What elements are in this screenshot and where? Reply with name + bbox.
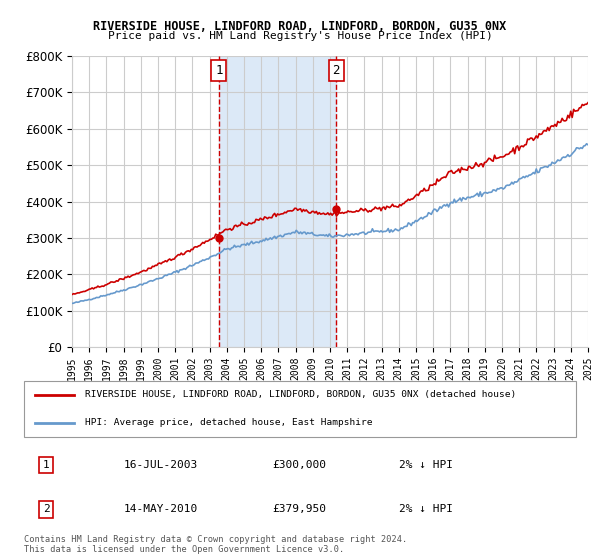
Text: Price paid vs. HM Land Registry's House Price Index (HPI): Price paid vs. HM Land Registry's House … [107, 31, 493, 41]
Bar [219, 56, 337, 347]
Text: RIVERSIDE HOUSE, LINDFORD ROAD, LINDFORD, BORDON, GU35 0NX: RIVERSIDE HOUSE, LINDFORD ROAD, LINDFORD… [94, 20, 506, 32]
Text: 2% ↓ HPI: 2% ↓ HPI [400, 505, 454, 515]
Text: 2% ↓ HPI: 2% ↓ HPI [400, 460, 454, 470]
Text: £300,000: £300,000 [272, 460, 326, 470]
Text: 16-JUL-2003: 16-JUL-2003 [124, 460, 197, 470]
Text: 1: 1 [43, 460, 49, 470]
Text: RIVERSIDE HOUSE, LINDFORD ROAD, LINDFORD, BORDON, GU35 0NX (detached house): RIVERSIDE HOUSE, LINDFORD ROAD, LINDFORD… [85, 390, 516, 399]
Text: 14-MAY-2010: 14-MAY-2010 [124, 505, 197, 515]
Text: Contains HM Land Registry data © Crown copyright and database right 2024.
This d: Contains HM Land Registry data © Crown c… [24, 535, 407, 554]
Text: £379,950: £379,950 [272, 505, 326, 515]
Text: 2: 2 [332, 64, 340, 77]
Text: 1: 1 [215, 64, 223, 77]
Text: HPI: Average price, detached house, East Hampshire: HPI: Average price, detached house, East… [85, 418, 372, 427]
Text: 2: 2 [43, 505, 49, 515]
FancyBboxPatch shape [24, 381, 576, 437]
